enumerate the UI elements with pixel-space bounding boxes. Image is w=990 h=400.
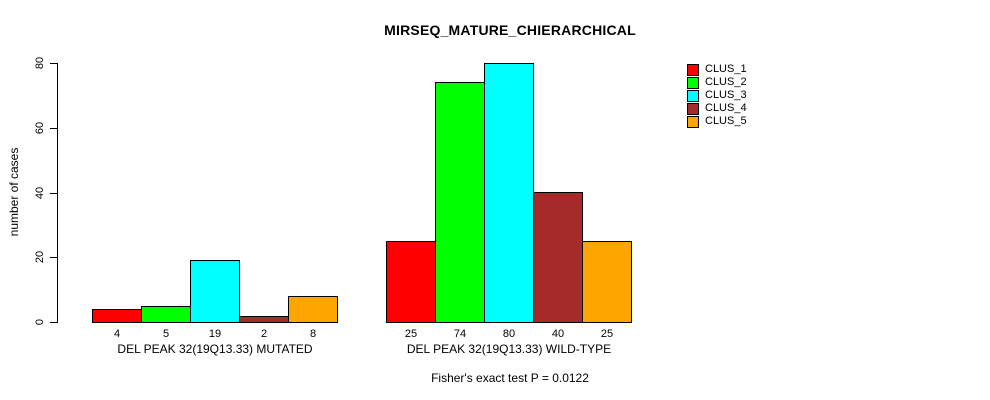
bar-clus_5-group-2 (582, 241, 632, 323)
legend-swatch-icon (687, 89, 699, 102)
y-tick-label: 0 (34, 318, 46, 326)
y-axis (57, 63, 58, 323)
legend-item-clus_4: CLUS_4 (687, 102, 747, 115)
group-label: DEL PEAK 32(19Q13.33) WILD-TYPE (406, 342, 612, 356)
legend-swatch-icon (687, 102, 699, 115)
caption: Fisher's exact test P = 0.0122 (431, 371, 589, 385)
y-tick-label: 40 (34, 186, 46, 200)
legend-swatch-icon (687, 115, 699, 128)
bar-value-label: 2 (260, 328, 268, 340)
y-tick-mark (50, 63, 57, 64)
legend-item-clus_3: CLUS_3 (687, 89, 747, 102)
bar-value-label: 25 (600, 328, 614, 340)
legend-item-clus_5: CLUS_5 (687, 115, 747, 128)
bar-clus_3-group-1 (190, 260, 240, 323)
bar-clus_1-group-1 (92, 309, 142, 323)
bar-value-label: 8 (309, 328, 317, 340)
y-tick-mark (50, 322, 57, 323)
legend-swatch-icon (687, 63, 699, 76)
bar-clus_1-group-2 (386, 241, 436, 323)
legend-item-clus_2: CLUS_2 (687, 76, 747, 89)
y-tick-mark (50, 193, 57, 194)
y-axis-label: number of cases (7, 147, 21, 237)
bar-clus_2-group-1 (141, 306, 191, 323)
legend-swatch-icon (687, 76, 699, 89)
legend-label: CLUS_1 (705, 63, 747, 75)
bar-value-label: 80 (502, 328, 516, 340)
y-tick-label: 80 (34, 56, 46, 70)
bar-value-label: 25 (404, 328, 418, 340)
bar-value-label: 5 (162, 328, 170, 340)
legend-label: CLUS_4 (705, 102, 747, 114)
bar-value-label: 19 (208, 328, 222, 340)
bar-value-label: 4 (113, 328, 121, 340)
legend: CLUS_1 CLUS_2 CLUS_3 CLUS_4 CLUS_5 (687, 63, 747, 128)
chart-title: MIRSEQ_MATURE_CHIERARCHICAL (384, 22, 636, 38)
bar-clus_5-group-1 (288, 296, 338, 323)
y-tick-label: 60 (34, 121, 46, 135)
bar-value-label: 40 (551, 328, 565, 340)
y-tick-mark (50, 128, 57, 129)
y-tick-mark (50, 257, 57, 258)
bar-clus_4-group-2 (533, 192, 583, 323)
legend-label: CLUS_5 (705, 115, 747, 127)
bar-value-label: 74 (453, 328, 467, 340)
y-tick-label: 20 (34, 250, 46, 264)
bar-clus_3-group-2 (484, 63, 534, 323)
legend-label: CLUS_3 (705, 89, 747, 101)
group-label: DEL PEAK 32(19Q13.33) MUTATED (117, 342, 313, 356)
bar-clus_4-group-1 (239, 316, 289, 323)
legend-label: CLUS_2 (705, 76, 747, 88)
legend-item-clus_1: CLUS_1 (687, 63, 747, 76)
bar-clus_2-group-2 (435, 82, 485, 323)
